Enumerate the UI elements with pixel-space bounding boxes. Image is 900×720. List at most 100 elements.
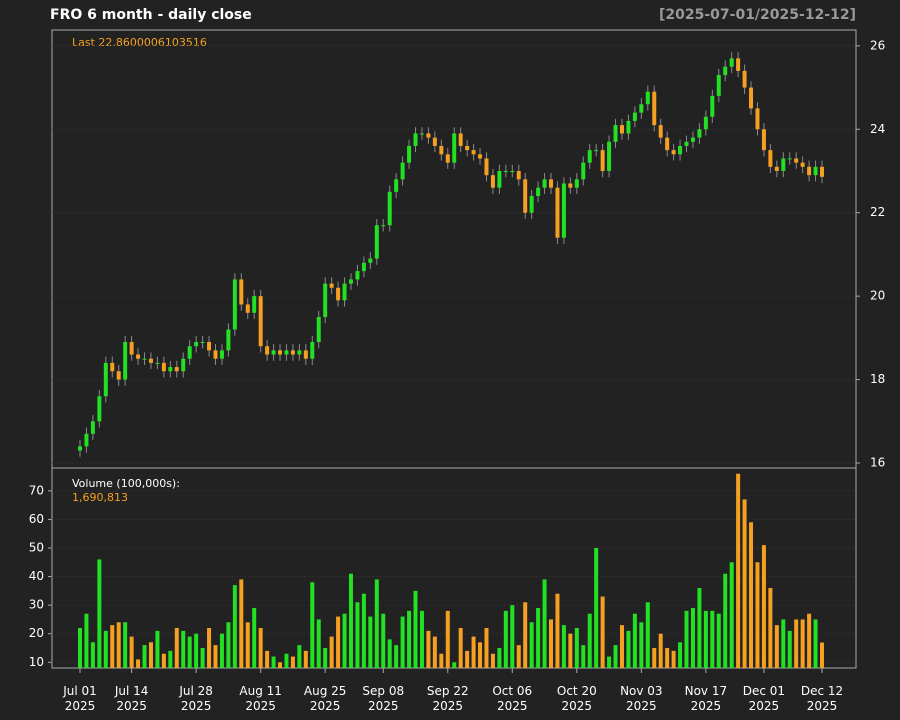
volume-bar xyxy=(265,650,270,668)
volume-bar xyxy=(316,619,321,668)
volume-bar xyxy=(90,642,95,668)
x-tick-label: Dec 12 2025 xyxy=(800,684,844,713)
candle-body xyxy=(768,150,773,167)
volume-bar xyxy=(703,610,708,668)
volume-bar xyxy=(697,588,702,668)
x-tick-label: Oct 20 2025 xyxy=(556,684,597,713)
volume-bar xyxy=(419,610,424,668)
volume-bar xyxy=(471,636,476,668)
candle-body xyxy=(529,196,534,213)
volume-bar xyxy=(587,613,592,668)
candle-body xyxy=(594,150,599,152)
volume-bar xyxy=(245,622,250,668)
volume-bar xyxy=(684,610,689,668)
volume-bar xyxy=(258,628,263,668)
volume-bar xyxy=(361,593,366,668)
volume-bar xyxy=(632,613,637,668)
candle-body xyxy=(116,371,121,380)
volume-bar xyxy=(516,645,521,668)
candle-body xyxy=(394,179,399,192)
candle-body xyxy=(310,342,315,359)
candle-body xyxy=(342,283,347,301)
candle-body xyxy=(813,166,818,176)
volume-bar xyxy=(303,650,308,668)
candle-body xyxy=(181,358,186,372)
candle-body xyxy=(574,179,579,188)
candle-body xyxy=(265,346,270,355)
volume-bar xyxy=(678,642,683,668)
candle-body xyxy=(749,87,754,109)
volume-bar xyxy=(161,653,166,668)
volume-bar xyxy=(549,619,554,668)
candle-body xyxy=(142,358,147,360)
candle-body xyxy=(323,283,328,317)
y-tick-label: 50 xyxy=(29,541,44,555)
candle-body xyxy=(278,350,283,355)
volume-bar xyxy=(581,645,586,668)
x-tick-label: Aug 11 2025 xyxy=(239,684,282,713)
volume-bar xyxy=(142,645,147,668)
candle-body xyxy=(129,342,134,355)
volume-bar xyxy=(284,653,289,668)
candle-body xyxy=(387,191,392,226)
volume-bar xyxy=(123,622,128,668)
volume-bar xyxy=(232,585,237,668)
volume-bar xyxy=(710,610,715,668)
candle-body xyxy=(168,367,173,372)
candle-body xyxy=(239,279,244,305)
candle-body xyxy=(613,125,618,142)
volume-bar xyxy=(645,602,650,668)
candle-body xyxy=(316,316,321,343)
volume-bar xyxy=(807,613,812,668)
candle-body xyxy=(368,258,373,263)
volume-bar xyxy=(394,645,399,668)
candle-body xyxy=(426,133,431,138)
candle-body xyxy=(284,350,289,355)
candle-body xyxy=(329,283,334,288)
date-range: [2025-07-01/2025-12-12] xyxy=(659,7,856,23)
last-price: Last 22.8600006103516 xyxy=(72,36,207,49)
volume-bar xyxy=(755,562,760,668)
x-tick-label: Sep 22 2025 xyxy=(426,684,469,713)
volume-bar xyxy=(613,645,618,668)
y-tick-label: 20 xyxy=(870,289,885,303)
candle-body xyxy=(742,70,747,88)
candle-body xyxy=(297,350,302,355)
candle-body xyxy=(174,367,179,372)
volume-bar xyxy=(297,645,302,668)
volume-bar xyxy=(278,662,283,668)
candle-body xyxy=(729,58,734,67)
volume-bar xyxy=(542,579,547,668)
volume-last: 1,690,813 xyxy=(72,491,128,504)
candle-body xyxy=(819,166,825,177)
volume-bar xyxy=(639,622,644,668)
candle-body xyxy=(200,342,205,344)
candle-body xyxy=(432,137,437,146)
candle-body xyxy=(697,129,702,138)
candle-body xyxy=(407,145,412,163)
candle-body xyxy=(374,225,379,259)
candle-body xyxy=(187,346,192,359)
volume-bar xyxy=(323,648,328,668)
volume-bar xyxy=(819,642,825,668)
volume-bar xyxy=(607,656,612,668)
y-tick-label: 30 xyxy=(29,598,44,612)
candle-body xyxy=(555,187,560,238)
candle-body xyxy=(568,183,573,188)
y-tick-label: 70 xyxy=(29,483,44,497)
candle-body xyxy=(445,154,450,163)
volume-bar xyxy=(387,639,392,668)
candle-body xyxy=(800,162,805,167)
candle-body xyxy=(607,141,612,171)
candle-body xyxy=(774,166,779,171)
candle-body xyxy=(439,145,444,155)
volume-bar xyxy=(110,625,115,668)
y-tick-label: 18 xyxy=(870,372,885,386)
volume-bar xyxy=(407,610,412,668)
candle-body xyxy=(90,421,95,434)
candle-body xyxy=(723,66,728,76)
volume-bar xyxy=(213,645,218,668)
y-tick-label: 26 xyxy=(870,38,885,52)
volume-bar xyxy=(426,630,431,668)
